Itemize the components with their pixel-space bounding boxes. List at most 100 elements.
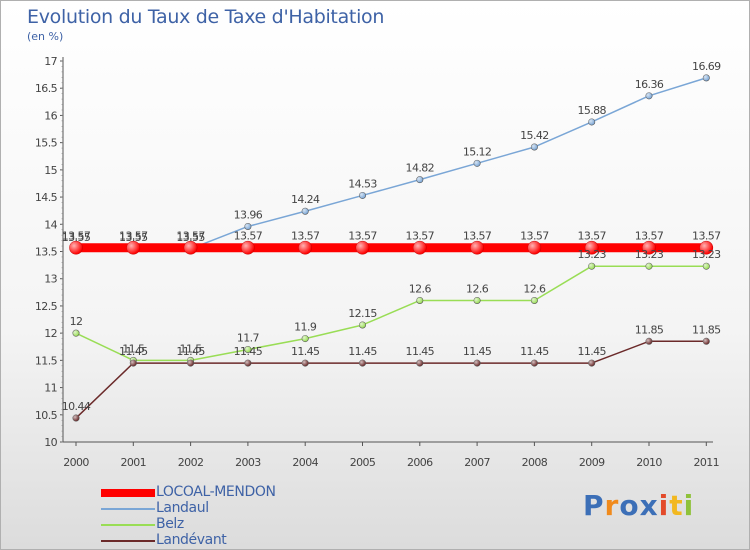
data-point-highlight <box>359 321 366 329</box>
data-label: 13.96 <box>234 208 263 221</box>
legend-label: Belz <box>156 516 184 532</box>
x-tick-label: 2009 <box>579 456 605 469</box>
legend-label: LOCOAL-MENDON <box>156 484 276 500</box>
data-point-highlight <box>531 359 538 367</box>
data-label: 13.55 <box>119 231 148 244</box>
data-point-highlight <box>241 241 255 255</box>
axes: 10 10.5 11 11.5 12 12.5 13 13.5 14 14.5 15 15.5 16 16… <box>35 55 720 469</box>
data-label: 13.23 <box>692 248 721 261</box>
data-label: 11.45 <box>348 345 377 358</box>
logo-letter: o <box>619 489 640 522</box>
data-point-highlight <box>298 241 312 255</box>
x-tick-label: 2001 <box>120 456 146 469</box>
x-tick-label: 2004 <box>292 456 318 469</box>
data-label: 16.36 <box>635 78 664 91</box>
y-tick-label: 13.5 <box>35 246 58 259</box>
x-tick-label: 2003 <box>235 456 261 469</box>
data-point-highlight <box>416 297 423 304</box>
legend-label: Landaul <box>156 500 209 516</box>
data-label: 11.7 <box>237 331 260 344</box>
data-label: 10.44 <box>62 400 91 413</box>
data-label: 13.57 <box>62 230 91 243</box>
data-point-highlight <box>645 92 653 100</box>
y-tick-label: 13 <box>44 273 57 286</box>
data-label: 13.23 <box>635 248 664 261</box>
data-point-highlight <box>588 262 595 270</box>
data-point-highlight <box>72 329 80 337</box>
x-tick-label: 2006 <box>407 456 433 469</box>
data-label: 11.45 <box>176 345 205 358</box>
y-tick-label: 10.5 <box>35 409 58 422</box>
y-tick-label: 11 <box>44 382 57 395</box>
data-label: 13.57 <box>348 230 377 243</box>
data-point-highlight <box>69 241 83 255</box>
data-point-highlight <box>244 346 252 353</box>
data-label: 11.45 <box>234 345 263 358</box>
y-tick-label: 15 <box>44 164 57 177</box>
y-tick-label: 10 <box>44 436 57 449</box>
y-tick-label: 12 <box>44 327 57 340</box>
data-label: 12.6 <box>466 282 489 295</box>
data-label: 16.69 <box>692 60 721 73</box>
data-label: 13.57 <box>234 230 263 243</box>
logo-letter: i <box>658 489 670 522</box>
logo-letter: t <box>669 489 684 522</box>
data-point-highlight <box>642 241 656 255</box>
data-point-highlight <box>588 118 595 126</box>
proxiti-logo: Proxiti <box>583 489 694 522</box>
data-point-highlight <box>302 335 309 342</box>
data-label: 13.57 <box>463 230 492 243</box>
data-label: 11.45 <box>406 345 435 358</box>
y-tick-label: 11.5 <box>35 354 58 367</box>
y-tick-label: 14 <box>44 218 57 231</box>
y-tick-label: 17 <box>44 55 57 68</box>
data-point-highlight <box>588 359 595 367</box>
data-label: 13.57 <box>520 230 549 243</box>
data-point-highlight <box>184 241 198 255</box>
chart-title: Evolution du Taux de Taxe d'Habitation <box>27 6 385 28</box>
data-point-highlight <box>703 74 710 82</box>
data-point-highlight <box>473 359 481 367</box>
series-line-belz <box>75 265 708 362</box>
data-label: 13.57 <box>406 230 435 243</box>
y-tick-label: 15.5 <box>35 137 58 150</box>
data-point-highlight <box>72 414 80 422</box>
data-point-highlight <box>531 297 538 304</box>
data-label: 13.57 <box>176 230 205 243</box>
legend-swatch <box>101 524 155 526</box>
data-label: 13.57 <box>577 230 606 243</box>
data-label: 11.45 <box>520 345 549 358</box>
data-label: 11.85 <box>635 323 664 336</box>
legend-swatch <box>101 540 155 542</box>
data-point-highlight <box>645 262 653 270</box>
x-tick-label: 2011 <box>693 456 719 469</box>
y-tick-label: 16.5 <box>35 82 58 95</box>
data-label: 11.5 <box>180 342 203 355</box>
data-point-highlight <box>473 160 481 167</box>
data-label: 13.23 <box>577 248 606 261</box>
chart-subtitle: (en %) <box>27 30 64 43</box>
x-tick-label: 2007 <box>464 456 490 469</box>
data-point-highlight <box>416 359 423 367</box>
data-labels-layer: 13.57 13.57 13.57 13.57 13.57 13.57 13.57 13.57… <box>62 60 722 413</box>
data-point-highlight <box>470 241 484 255</box>
data-label: 13.57 <box>119 230 148 243</box>
data-label: 12 <box>70 315 83 328</box>
data-label: 15.88 <box>577 104 606 117</box>
data-point-highlight <box>126 241 140 255</box>
y-tick-label: 16 <box>44 109 57 122</box>
y-tick-label: 12.5 <box>35 300 58 313</box>
data-label: 15.42 <box>520 129 549 142</box>
data-label: 11.5 <box>122 342 145 355</box>
data-point-highlight <box>527 241 541 255</box>
data-label: 11.45 <box>291 345 320 358</box>
logo-letter: r <box>604 489 620 522</box>
logo-letter: i <box>683 489 695 522</box>
data-point-highlight <box>359 359 366 367</box>
data-label: 11.45 <box>119 345 148 358</box>
data-label: 11.85 <box>692 323 721 336</box>
data-label: 13.57 <box>692 230 721 243</box>
logo-letter: P <box>583 489 605 522</box>
series-layer <box>69 74 714 422</box>
